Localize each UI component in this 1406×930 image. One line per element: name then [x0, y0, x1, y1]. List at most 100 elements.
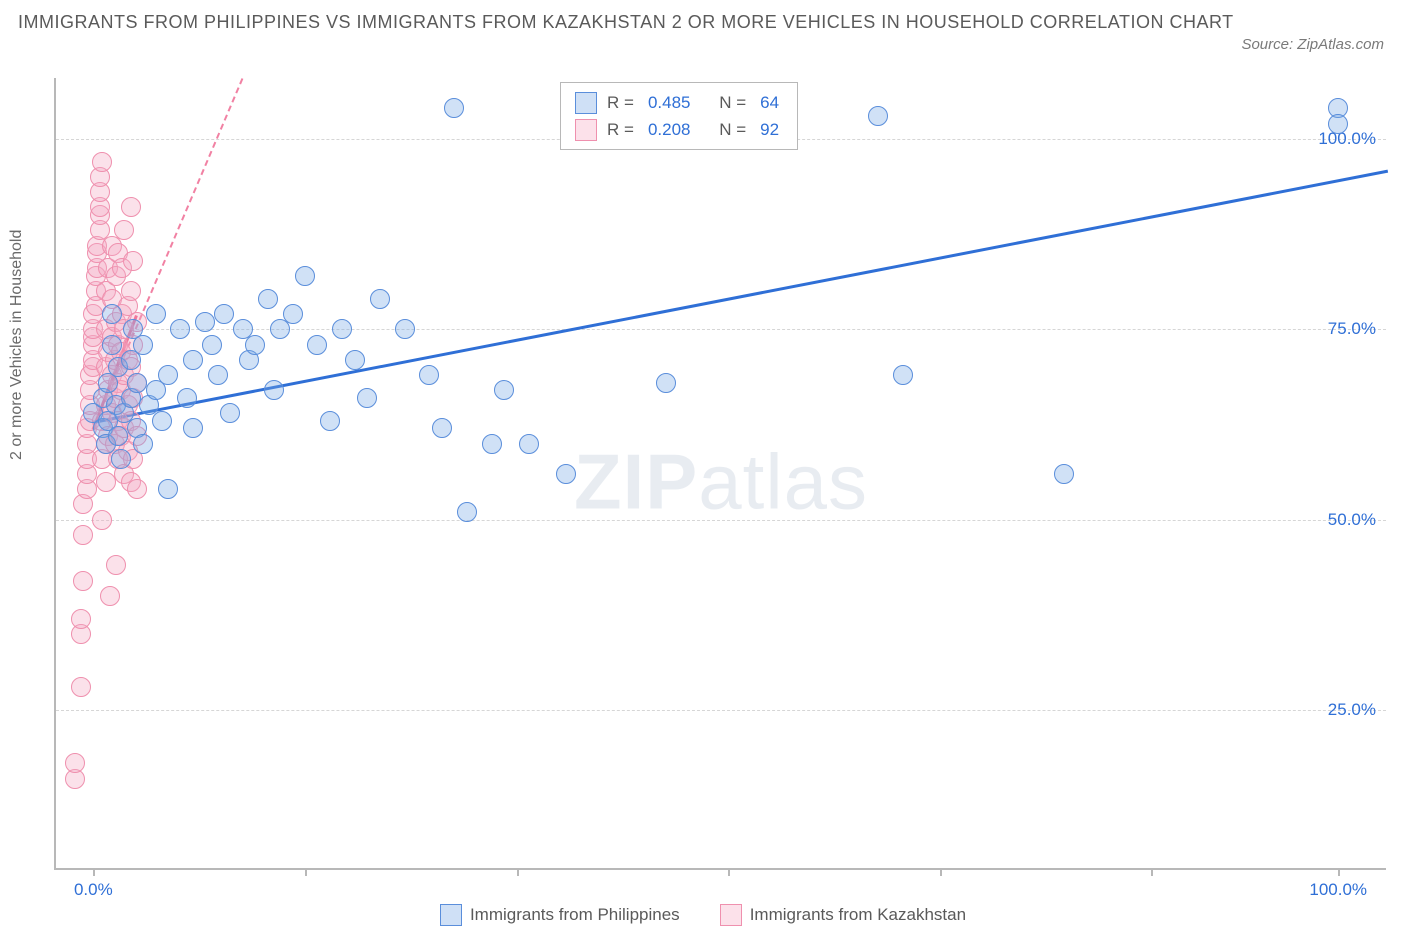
n-label: N =: [719, 89, 746, 116]
source-attribution: Source: ZipAtlas.com: [1241, 36, 1384, 53]
data-point-philippines: [152, 411, 172, 431]
data-point-philippines: [208, 365, 228, 385]
x-tick-mark: [728, 868, 730, 876]
data-point-philippines: [146, 304, 166, 324]
legend-label-philippines: Immigrants from Philippines: [470, 905, 680, 925]
data-point-kazakhstan: [73, 571, 93, 591]
data-point-kazakhstan: [65, 753, 85, 773]
watermark-logo: ZIPatlas: [574, 437, 868, 528]
data-point-philippines: [1054, 464, 1074, 484]
data-point-philippines: [202, 335, 222, 355]
data-point-kazakhstan: [127, 479, 147, 499]
swatch-philippines: [440, 904, 462, 926]
y-tick-label: 25.0%: [1328, 700, 1376, 720]
data-point-philippines: [345, 350, 365, 370]
chart-title: IMMIGRANTS FROM PHILIPPINES VS IMMIGRANT…: [18, 8, 1346, 37]
data-point-philippines: [258, 289, 278, 309]
data-point-philippines: [133, 434, 153, 454]
data-point-philippines: [419, 365, 439, 385]
data-point-philippines: [893, 365, 913, 385]
data-point-philippines: [195, 312, 215, 332]
x-tick-mark: [1338, 868, 1340, 876]
data-point-philippines: [519, 434, 539, 454]
data-point-philippines: [127, 373, 147, 393]
gridline: [56, 329, 1386, 330]
watermark-sub: atlas: [698, 438, 868, 526]
swatch-kazakhstan: [575, 119, 597, 141]
data-point-philippines: [295, 266, 315, 286]
legend-item-philippines: Immigrants from Philippines: [440, 904, 680, 926]
x-tick-label: 100.0%: [1309, 880, 1367, 900]
legend-item-kazakhstan: Immigrants from Kazakhstan: [720, 904, 966, 926]
data-point-philippines: [108, 426, 128, 446]
data-point-kazakhstan: [71, 609, 91, 629]
y-tick-label: 75.0%: [1328, 319, 1376, 339]
watermark-main: ZIP: [574, 438, 698, 526]
data-point-philippines: [656, 373, 676, 393]
swatch-kazakhstan: [720, 904, 742, 926]
data-point-philippines: [457, 502, 477, 522]
y-axis-label: 2 or more Vehicles in Household: [8, 230, 26, 460]
legend-row-philippines: R = 0.485 N = 64: [575, 89, 783, 116]
data-point-philippines: [320, 411, 340, 431]
data-point-philippines: [332, 319, 352, 339]
data-point-philippines: [111, 449, 131, 469]
data-point-kazakhstan: [73, 525, 93, 545]
data-point-kazakhstan: [100, 586, 120, 606]
n-value-kazakhstan: 92: [760, 116, 779, 143]
r-value-philippines: 0.485: [648, 89, 691, 116]
legend-row-kazakhstan: R = 0.208 N = 92: [575, 116, 783, 143]
data-point-philippines: [170, 319, 190, 339]
data-point-philippines: [133, 335, 153, 355]
gridline: [56, 710, 1386, 711]
trend-line: [93, 169, 1388, 423]
data-point-philippines: [482, 434, 502, 454]
data-point-philippines: [432, 418, 452, 438]
data-point-kazakhstan: [71, 677, 91, 697]
r-label: R =: [607, 116, 634, 143]
data-point-philippines: [183, 350, 203, 370]
x-tick-mark: [940, 868, 942, 876]
data-point-philippines: [444, 98, 464, 118]
data-point-philippines: [357, 388, 377, 408]
data-point-kazakhstan: [96, 472, 116, 492]
data-point-kazakhstan: [123, 251, 143, 271]
data-point-kazakhstan: [114, 220, 134, 240]
x-tick-mark: [305, 868, 307, 876]
data-point-philippines: [245, 335, 265, 355]
data-point-kazakhstan: [92, 152, 112, 172]
legend-label-kazakhstan: Immigrants from Kazakhstan: [750, 905, 966, 925]
r-label: R =: [607, 89, 634, 116]
n-label: N =: [719, 116, 746, 143]
data-point-philippines: [264, 380, 284, 400]
y-tick-label: 100.0%: [1318, 129, 1376, 149]
data-point-philippines: [102, 304, 122, 324]
x-tick-mark: [93, 868, 95, 876]
x-tick-label: 0.0%: [74, 880, 113, 900]
data-point-philippines: [868, 106, 888, 126]
data-point-philippines: [102, 335, 122, 355]
data-point-kazakhstan: [106, 555, 126, 575]
data-point-philippines: [494, 380, 514, 400]
data-point-philippines: [220, 403, 240, 423]
data-point-philippines: [1328, 114, 1348, 134]
data-point-philippines: [177, 388, 197, 408]
n-value-philippines: 64: [760, 89, 779, 116]
data-point-philippines: [183, 418, 203, 438]
x-tick-mark: [1151, 868, 1153, 876]
data-point-kazakhstan: [121, 281, 141, 301]
y-tick-label: 50.0%: [1328, 510, 1376, 530]
data-point-philippines: [283, 304, 303, 324]
data-point-philippines: [556, 464, 576, 484]
data-point-philippines: [158, 365, 178, 385]
data-point-kazakhstan: [121, 197, 141, 217]
data-point-kazakhstan: [92, 510, 112, 530]
series-legend: Immigrants from Philippines Immigrants f…: [0, 904, 1406, 926]
correlation-legend: R = 0.485 N = 64 R = 0.208 N = 92: [560, 82, 798, 150]
r-value-kazakhstan: 0.208: [648, 116, 691, 143]
gridline: [56, 520, 1386, 521]
swatch-philippines: [575, 92, 597, 114]
data-point-philippines: [158, 479, 178, 499]
scatter-plot-area: ZIPatlas 25.0%50.0%75.0%100.0%0.0%100.0%: [54, 78, 1386, 870]
data-point-philippines: [307, 335, 327, 355]
